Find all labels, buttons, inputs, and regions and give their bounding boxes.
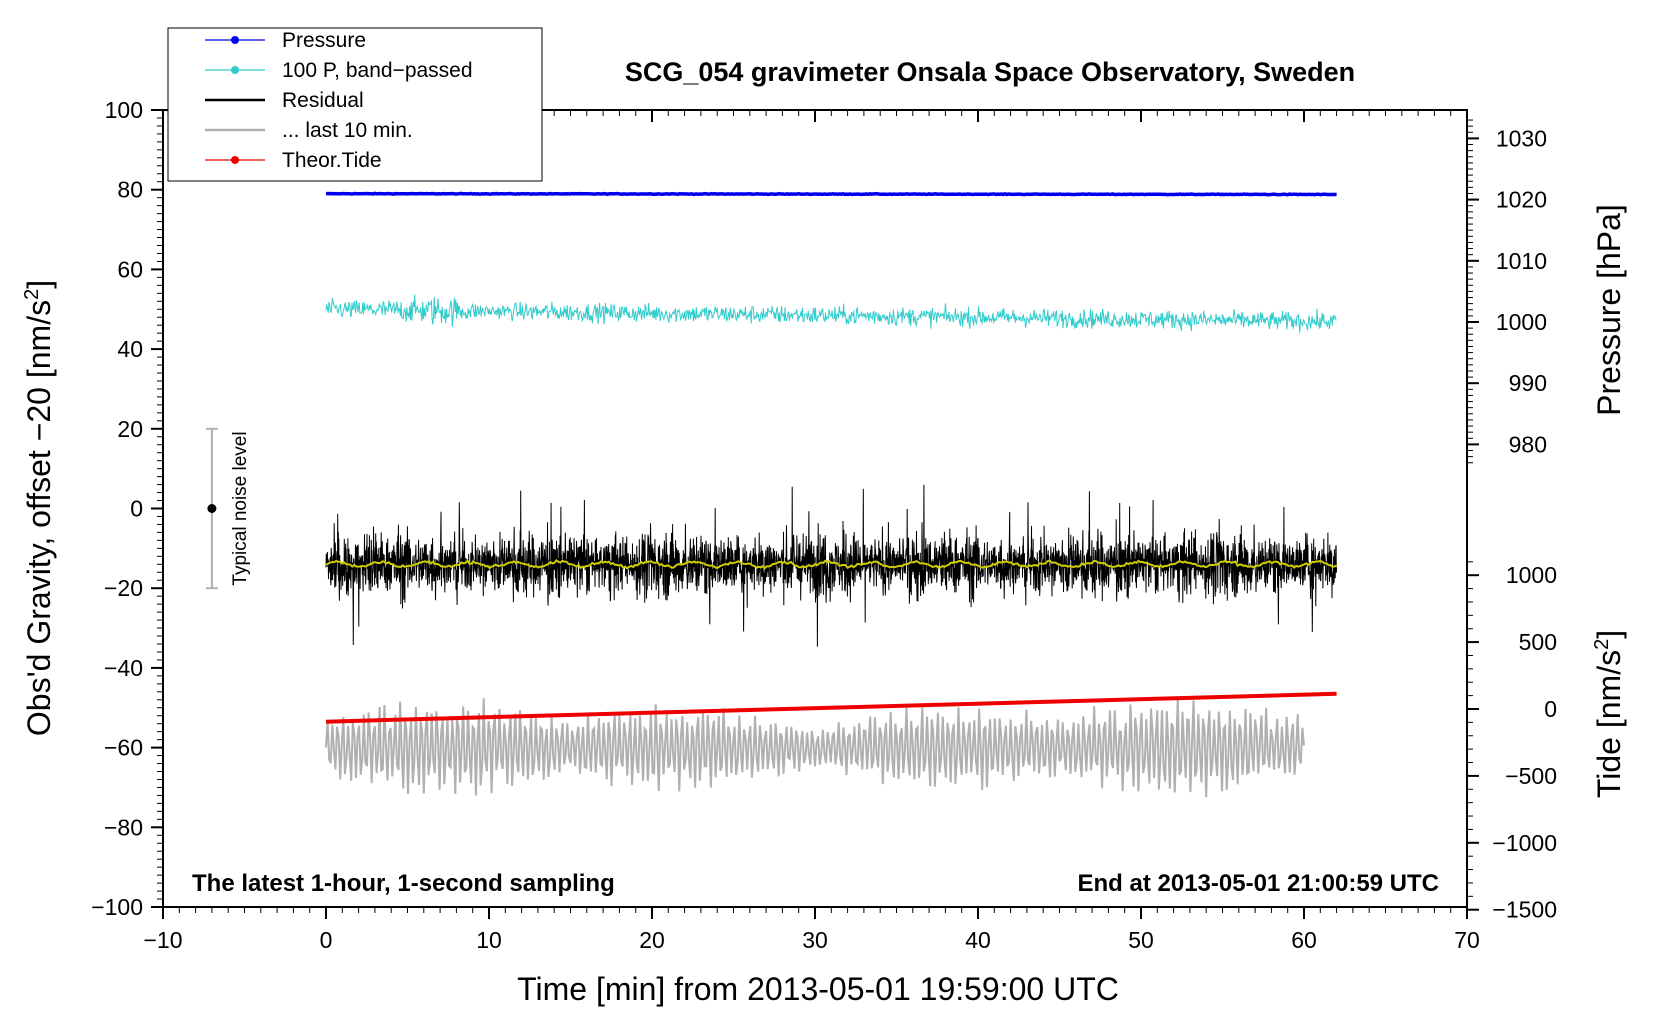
x-tick-label: 50	[1128, 927, 1154, 953]
tide-tick-label: −500	[1505, 763, 1557, 789]
y-tick-label: 40	[117, 336, 143, 362]
chart-title: SCG_054 gravimeter Onsala Space Observat…	[625, 57, 1355, 87]
legend-label: Pressure	[282, 29, 366, 52]
x-tick-label: −10	[143, 927, 182, 953]
legend-label: 100 P, band−passed	[282, 59, 473, 82]
series-residual	[325, 484, 1338, 647]
y-axis-label-left-end: ]	[21, 280, 57, 289]
pressure-tick-label: 1030	[1496, 125, 1547, 151]
x-tick-label: 40	[965, 927, 991, 953]
series-last-10-min	[325, 697, 1305, 798]
legend-label: Residual	[282, 89, 364, 112]
y-axis-label-left: Obs'd Gravity, offset −20 [nm/s2]	[21, 280, 57, 736]
tide-tick-label: 500	[1519, 629, 1557, 655]
x-tick-label: 10	[476, 927, 502, 953]
y-axis-label-tide-sup: 2	[1591, 639, 1613, 650]
pressure-tick-label: 1020	[1496, 187, 1547, 213]
legend-label: ... last 10 min.	[282, 119, 413, 142]
noise-bar-label: Typical noise level	[230, 431, 251, 585]
plot-frame	[162, 109, 1468, 908]
y-tick-label: 20	[117, 416, 143, 442]
x-tick-label: 60	[1291, 927, 1317, 953]
legend-marker	[231, 66, 239, 74]
annotation-latest-hour: The latest 1-hour, 1-second sampling	[192, 870, 615, 897]
tide-tick-label: −1500	[1492, 897, 1557, 923]
pressure-tick-label: 990	[1509, 370, 1547, 396]
x-tick-label: 0	[320, 927, 333, 953]
y-axis-label-tide-main: Tide [nm/s	[1591, 650, 1627, 798]
pressure-tick-label: 980	[1509, 431, 1547, 457]
legend-marker	[231, 36, 239, 44]
legend: Pressure 100 P, band−passed Residual ... la…	[167, 27, 543, 182]
tide-tick-label: 0	[1544, 696, 1557, 722]
x-tick-label: 20	[639, 927, 665, 953]
y-tick-label: 0	[130, 496, 143, 522]
data-series	[325, 191, 1338, 798]
axis-ticks: −10 0 10 20 30 40 50 60 70−100−80−60−40−20020406…	[91, 97, 1557, 953]
tide-tick-label: 1000	[1506, 562, 1557, 588]
pressure-tick-label: 1000	[1496, 309, 1547, 335]
tide-tick-label: −1000	[1492, 830, 1557, 856]
annotation-end-time: End at 2013-05-01 21:00:59 UTC	[1078, 870, 1440, 897]
x-tick-label: 70	[1454, 927, 1480, 953]
legend-box	[167, 27, 543, 182]
pressure-tick-label: 1010	[1496, 248, 1547, 274]
noise-bar-dot	[207, 504, 217, 513]
legend-marker	[231, 156, 239, 164]
series-residual-smoothed	[325, 558, 1337, 570]
series-theoretical-tide	[325, 691, 1337, 724]
y-axis-label-tide: Tide [nm/s2]	[1591, 630, 1627, 798]
legend-label: Theor.Tide	[282, 149, 382, 172]
y-tick-label: 100	[105, 97, 143, 123]
y-tick-label: −40	[104, 655, 143, 681]
series-pressure	[325, 191, 1337, 197]
y-tick-label: −80	[104, 814, 143, 840]
y-tick-label: −60	[104, 735, 143, 761]
series-band-passed-pressure	[325, 294, 1337, 333]
y-axis-label-pressure: Pressure [hPa]	[1591, 204, 1627, 416]
y-tick-label: −100	[91, 894, 143, 920]
y-axis-label-left-sup: 2	[21, 289, 43, 300]
y-axis-label-tide-end: ]	[1591, 630, 1627, 639]
x-axis-label: Time [min] from 2013-05-01 19:59:00 UTC	[517, 971, 1119, 1007]
x-tick-label: 30	[802, 927, 828, 953]
y-tick-label: 60	[117, 256, 143, 282]
y-axis-label-left-main: Obs'd Gravity, offset −20 [nm/s	[21, 300, 57, 736]
y-tick-label: −20	[104, 575, 143, 601]
noise-level-indicator: Typical noise level	[205, 427, 251, 590]
y-tick-label: 80	[117, 177, 143, 203]
